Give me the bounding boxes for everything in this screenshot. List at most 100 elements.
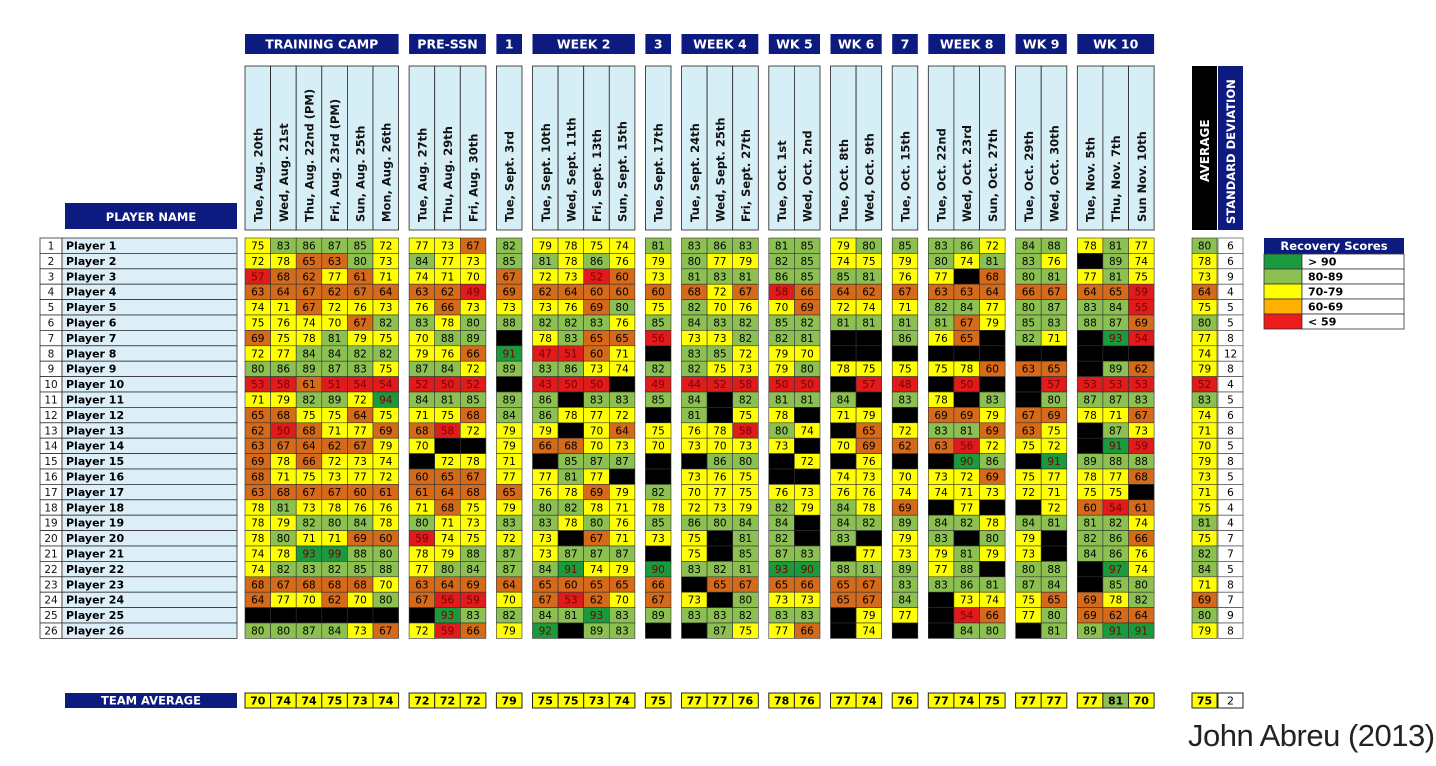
score-value: 76 xyxy=(739,302,753,314)
player-name: Player 15 xyxy=(66,455,124,468)
average-value: 78 xyxy=(1198,256,1211,268)
average-header-box xyxy=(1192,66,1217,230)
score-value: 69 xyxy=(898,502,911,514)
date-header-box xyxy=(979,65,1006,231)
score-value: 67 xyxy=(466,472,479,484)
score-value: 60 xyxy=(379,533,392,545)
score-value: 82 xyxy=(775,533,788,545)
team-average-label: TEAM AVERAGE xyxy=(101,694,201,708)
date-label: Thu, Nov. 7th xyxy=(1109,135,1123,222)
score-value: 85 xyxy=(354,564,367,576)
score-value: 73 xyxy=(615,441,628,453)
score-value: 80 xyxy=(466,318,479,330)
score-value: 70 xyxy=(328,318,341,330)
score-value: 84 xyxy=(503,410,517,422)
score-value: 77 xyxy=(862,549,875,561)
score-value: 72 xyxy=(801,456,814,468)
score-value: 83 xyxy=(539,364,552,376)
date-header-box xyxy=(372,65,400,231)
score-value: 71 xyxy=(837,410,850,422)
score-value: 74 xyxy=(251,564,265,576)
score-value: 85 xyxy=(652,318,665,330)
score-value: 78 xyxy=(415,549,428,561)
score-value: 73 xyxy=(934,472,947,484)
score-value: 54 xyxy=(379,379,393,391)
score-value: 69 xyxy=(379,425,392,437)
score-value: 78 xyxy=(775,410,788,422)
score-value: 73 xyxy=(539,302,552,314)
date-header-box xyxy=(434,65,461,231)
date-label: Tue, Sept. 3rd xyxy=(503,131,517,222)
score-value: 70 xyxy=(713,441,726,453)
score-value: 71 xyxy=(415,502,428,514)
score-value: 76 xyxy=(615,256,629,268)
score-value: 75 xyxy=(1109,487,1122,499)
date-label: Wed, Aug. 21st xyxy=(277,123,291,222)
date-label: Tue, Nov. 5th xyxy=(1084,137,1098,222)
score-value: 79 xyxy=(739,256,752,268)
score-value: 83 xyxy=(898,395,911,407)
score-value: 72 xyxy=(960,472,973,484)
score-value: 61 xyxy=(354,271,367,283)
score-value: 54 xyxy=(960,610,974,622)
score-value: 67 xyxy=(898,287,911,299)
player-name: Player 19 xyxy=(66,517,124,530)
score-cell xyxy=(1077,561,1104,578)
score-value: 50 xyxy=(801,379,814,391)
score-value: 68 xyxy=(466,487,479,499)
date-header-box xyxy=(1102,65,1129,231)
date-label: Tue, Sept. 24th xyxy=(688,123,702,222)
score-value: 73 xyxy=(739,441,752,453)
score-value: 67 xyxy=(862,595,875,607)
score-value: 71 xyxy=(441,271,454,283)
score-value: 84 xyxy=(1083,549,1097,561)
row-number: 1 xyxy=(48,241,55,253)
score-value: 70 xyxy=(302,595,315,607)
row-number: 11 xyxy=(44,395,57,407)
player-name: Player 4 xyxy=(66,286,117,299)
score-value: 84 xyxy=(898,595,912,607)
score-value: 80 xyxy=(688,256,701,268)
score-value: 77 xyxy=(354,425,367,437)
score-value: 75 xyxy=(1083,487,1096,499)
date-header-box xyxy=(706,65,734,231)
score-value: 68 xyxy=(466,410,479,422)
score-value: 91 xyxy=(1109,626,1122,638)
score-value: 81 xyxy=(1109,241,1122,253)
row-number: 14 xyxy=(44,441,58,453)
score-cell xyxy=(891,622,919,639)
score-value: 79 xyxy=(539,425,552,437)
score-value: 83 xyxy=(713,610,726,622)
score-value: 48 xyxy=(898,379,911,391)
row-number: 10 xyxy=(44,379,57,391)
score-value: 72 xyxy=(739,348,752,360)
score-cell xyxy=(1077,422,1104,439)
score-cell xyxy=(927,607,955,624)
score-value: 78 xyxy=(862,502,875,514)
score-value: 76 xyxy=(415,302,429,314)
score-value: 83 xyxy=(934,425,947,437)
score-value: 82 xyxy=(1109,518,1122,530)
team-average-value: 73 xyxy=(589,695,604,708)
score-value: 73 xyxy=(688,472,701,484)
score-value: 62 xyxy=(898,441,911,453)
score-value: 79 xyxy=(986,410,999,422)
team-average-value: 75 xyxy=(327,695,342,708)
score-value: 65 xyxy=(590,333,603,345)
team-average-value: 77 xyxy=(1082,695,1097,708)
score-value: 65 xyxy=(1047,595,1060,607)
score-value: 63 xyxy=(415,579,428,591)
date-label: Tue, Oct. 1st xyxy=(775,140,789,222)
score-value: 86 xyxy=(590,256,604,268)
score-value: 84 xyxy=(415,395,429,407)
score-value: 57 xyxy=(862,379,875,391)
week-header-label: 1 xyxy=(505,37,514,52)
score-value: 81 xyxy=(1109,271,1122,283)
row-number: 24 xyxy=(44,595,58,607)
score-value: 72 xyxy=(379,472,392,484)
score-cell xyxy=(979,561,1006,578)
score-value: 65 xyxy=(251,410,264,422)
score-value: 79 xyxy=(739,502,752,514)
score-value: 82 xyxy=(354,348,367,360)
score-value: 57 xyxy=(1047,379,1060,391)
